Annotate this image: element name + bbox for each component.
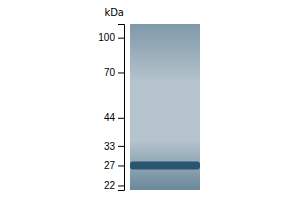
y-tick: 27: [104, 160, 124, 171]
y-tick-mark: [118, 72, 124, 73]
y-axis-line: [118, 25, 125, 191]
lane: [130, 24, 200, 190]
y-tick: 70: [104, 67, 124, 78]
band: [130, 161, 200, 169]
y-tick-label: 27: [104, 160, 116, 171]
y-tick-label: 33: [104, 141, 116, 152]
y-tick-mark: [118, 185, 124, 186]
y-tick-mark: [118, 38, 124, 39]
y-tick: 22: [104, 180, 124, 191]
y-axis-label: kDa: [104, 7, 124, 18]
y-tick-mark: [118, 165, 124, 166]
y-tick-mark: [118, 146, 124, 147]
y-tick: 100: [98, 32, 124, 43]
y-tick-label: 100: [98, 32, 115, 43]
y-tick: 44: [104, 112, 124, 123]
chart: 100 70 44 33 27 22 kDa: [0, 0, 300, 200]
y-tick-label: 22: [104, 180, 116, 191]
plot-area: [130, 24, 200, 190]
y-tick-mark: [118, 118, 124, 119]
y-tick: 33: [104, 141, 124, 152]
y-tick-label: 70: [104, 67, 116, 78]
y-axis: 100 70 44 33 27 22: [98, 25, 124, 192]
y-tick-label: 44: [104, 112, 116, 123]
